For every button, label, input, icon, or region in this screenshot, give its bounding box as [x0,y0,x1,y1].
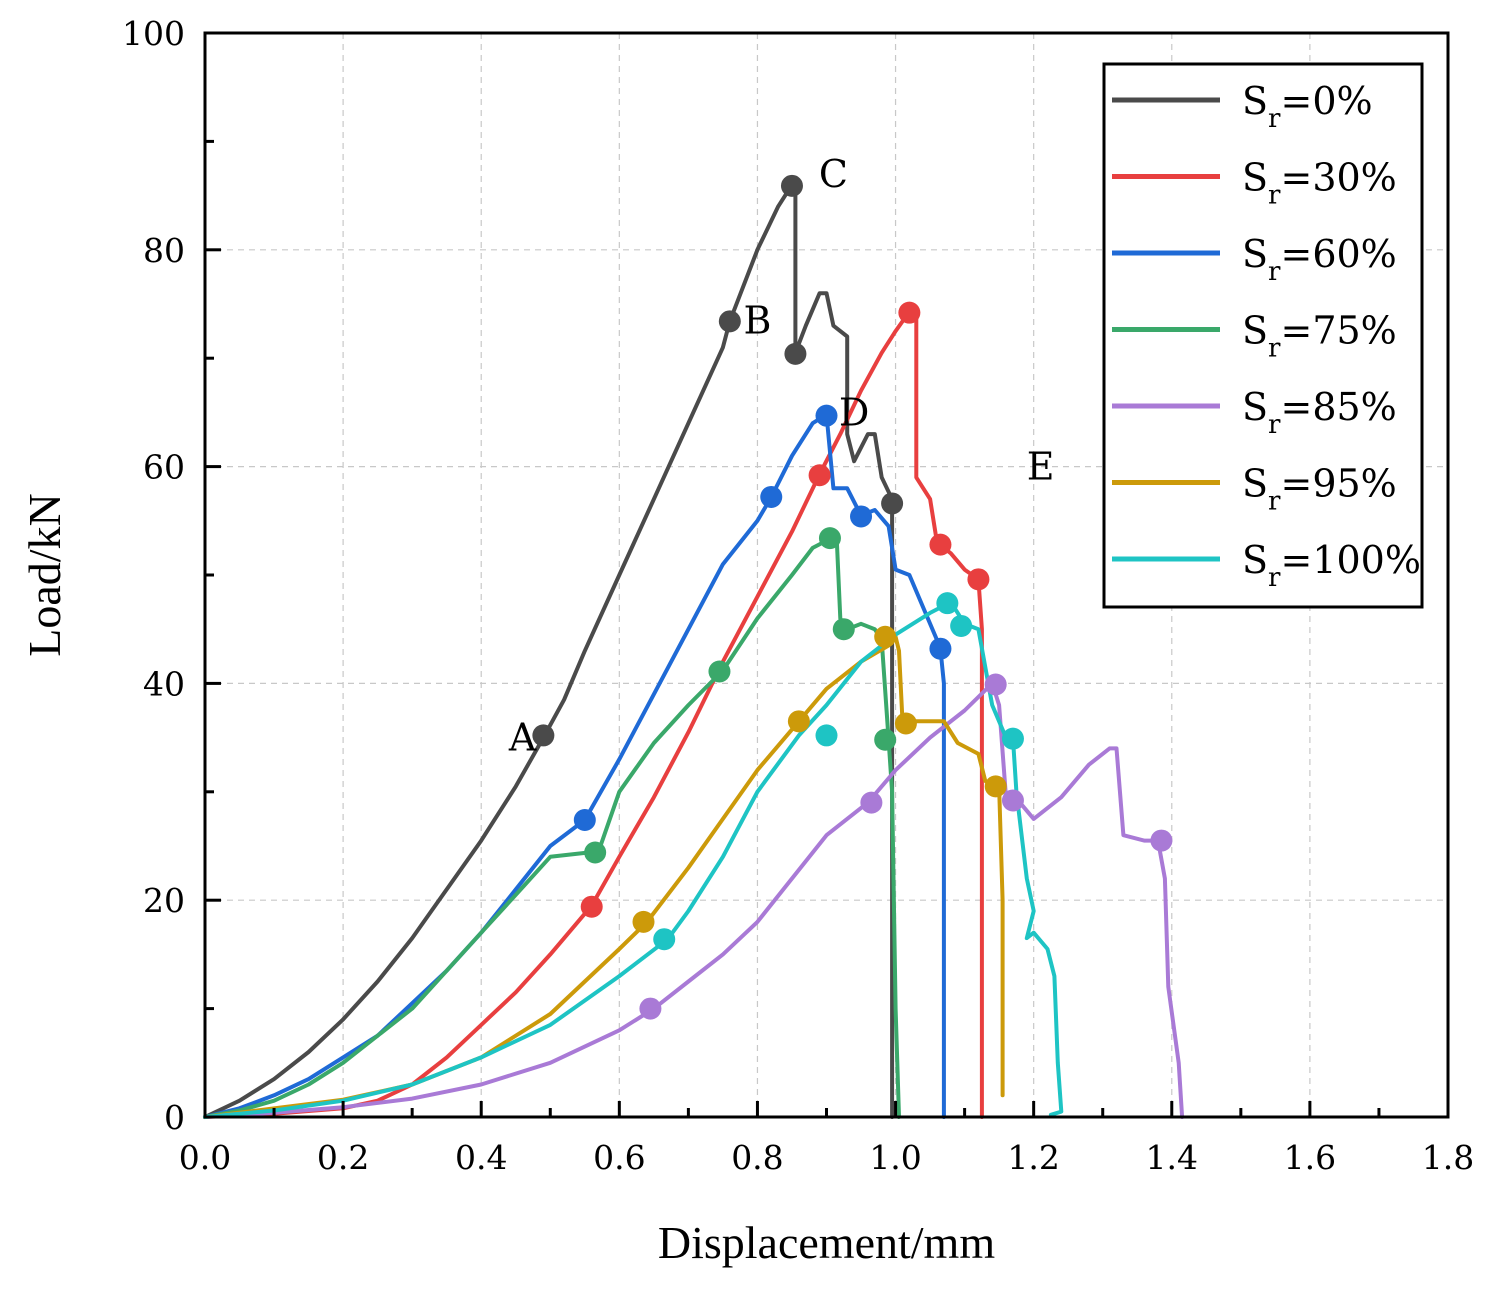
series-marker-3 [708,660,731,683]
series-marker-0 [718,310,741,333]
series-marker-4 [1150,829,1173,852]
series-marker-2 [573,808,596,831]
y-axis-title: Load/kN [19,493,70,657]
series-marker-6 [1001,727,1024,750]
x-tick-label: 0.8 [731,1138,783,1177]
series-marker-0 [881,492,904,515]
legend-label-0: Sr=0% [1242,79,1373,134]
legend-label-3: Sr=75% [1242,309,1397,364]
series-marker-3 [584,841,607,864]
series-marker-1 [967,568,990,591]
series-marker-6 [653,928,676,951]
series-marker-2 [815,404,838,427]
x-tick-label: 0.0 [179,1138,231,1177]
annotation-label: D [839,390,869,434]
y-tick-label: 40 [143,664,185,703]
series-marker-4 [639,997,662,1020]
series-marker-3 [818,527,841,550]
x-tick-label: 0.6 [593,1138,645,1177]
series-marker-5 [874,625,897,648]
x-tick-label: 0.4 [455,1138,507,1177]
series-marker-0 [532,724,555,747]
series-marker-5 [632,910,655,933]
series-marker-2 [929,637,952,660]
series-marker-1 [580,895,603,918]
series-marker-4 [860,791,883,814]
annotation-label: E [1027,445,1055,489]
series-marker-6 [950,614,973,637]
x-tick-label: 1.4 [1146,1138,1198,1177]
series-marker-4 [1001,789,1024,812]
series-marker-5 [787,710,810,733]
annotation-label: A [508,716,537,760]
series-marker-0 [784,342,807,365]
series-markers [532,174,1173,1020]
series-marker-6 [936,592,959,615]
y-tick-label: 60 [143,448,185,487]
legend-label-6: Sr=100% [1242,538,1421,593]
series-line-5 [203,634,1005,1119]
series-marker-2 [760,485,783,508]
series-marker-0 [780,174,803,197]
series-line-4 [203,681,1185,1119]
y-tick-label: 100 [122,14,185,53]
x-tick-label: 1.2 [1007,1138,1059,1177]
series-marker-2 [850,505,873,528]
x-tick-label: 1.6 [1284,1138,1336,1177]
legend-label-2: Sr=60% [1242,232,1397,287]
series-marker-5 [984,775,1007,798]
x-tick-label: 0.2 [317,1138,369,1177]
y-tick-label: 80 [143,231,185,270]
series-marker-6 [815,724,838,747]
series-marker-3 [832,618,855,641]
series-marker-1 [898,301,921,324]
legend: Sr=0% Sr=30% Sr=60% Sr=75% Sr=85% Sr=95% Sr=10… [1102,62,1424,609]
series-marker-3 [874,728,897,751]
legend-label-1: Sr=30% [1242,156,1397,211]
legend-label-5: Sr=95% [1242,462,1397,517]
annotation-label: C [819,152,848,196]
annotation-label: B [743,298,771,342]
axis-ticks [203,31,1450,1119]
legend-label-4: Sr=85% [1242,385,1397,440]
x-tick-label: 1.0 [869,1138,921,1177]
series-marker-1 [808,464,831,487]
series-marker-5 [894,712,917,735]
x-tick-label: 1.8 [1422,1138,1474,1177]
legend-box [1102,62,1424,609]
annotations: A B C D E [508,152,1055,760]
x-axis-title: Displacement/mm [658,1217,995,1268]
series-marker-1 [929,533,952,556]
series-marker-4 [984,673,1007,696]
tick-labels: 0.0 0.2 0.4 0.6 0.8 1.0 1.2 1.4 1.6 1.8 0 20 40 60 80 1… [122,14,1474,1177]
y-tick-label: 0 [164,1098,185,1137]
y-tick-label: 20 [143,881,185,920]
